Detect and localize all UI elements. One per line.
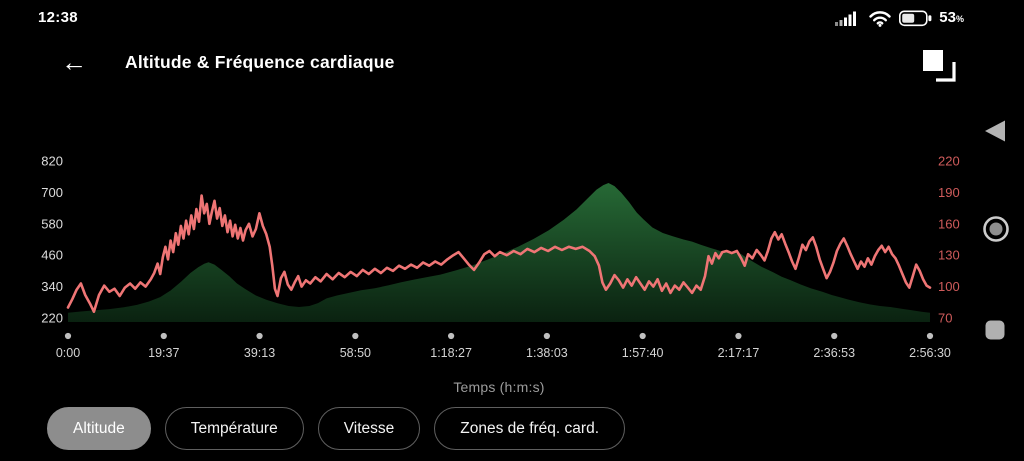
x-tick-label: 39:13 <box>244 346 275 360</box>
x-tick-dot <box>160 332 167 340</box>
left-axis-tick: 340 <box>41 279 63 294</box>
x-tick-label: 1:57:40 <box>622 346 664 360</box>
x-tick-dot <box>926 332 934 340</box>
right-axis-tick: 70 <box>938 311 952 326</box>
hr-zones-button[interactable]: Zones de fréq. card. <box>434 407 625 450</box>
nav-back-icon[interactable] <box>982 119 1008 143</box>
battery-icon <box>899 9 932 26</box>
header: ← Altitude & Fréquence cardiaque <box>0 44 1024 94</box>
x-tick-label: 2:17:17 <box>718 346 760 360</box>
x-tick-dot <box>735 332 742 340</box>
x-tick-dot <box>64 332 72 340</box>
x-tick-dot <box>352 332 359 340</box>
x-tick-dot <box>639 332 646 340</box>
status-bar: 12:38 53% <box>0 0 1024 34</box>
altitude-area-series <box>68 183 930 322</box>
x-tick-label: 0:00 <box>56 346 80 360</box>
left-axis-tick: 820 <box>41 154 63 169</box>
x-tick-dot <box>448 332 455 340</box>
back-arrow-icon[interactable]: ← <box>61 47 87 77</box>
x-tick-dot <box>831 332 838 340</box>
x-tick-label: 1:18:27 <box>430 346 472 360</box>
left-axis-tick: 580 <box>41 216 63 231</box>
x-tick-dot <box>256 332 263 340</box>
speed-button[interactable]: Vitesse <box>317 407 421 450</box>
left-axis-tick: 220 <box>41 311 63 326</box>
left-axis-tick: 700 <box>41 185 63 200</box>
right-axis-tick: 160 <box>938 216 960 231</box>
right-axis-tick: 130 <box>938 248 960 263</box>
x-tick-label: 1:38:03 <box>526 346 568 360</box>
altitude-button[interactable]: Altitude <box>47 407 151 450</box>
left-axis-tick: 460 <box>41 248 63 263</box>
x-tick-label: 2:56:30 <box>909 346 951 360</box>
nav-recents-icon[interactable] <box>985 320 1005 340</box>
right-axis-tick: 100 <box>938 279 960 294</box>
x-axis-title: Temps (h:m:s) <box>453 379 545 395</box>
status-clock: 12:38 <box>38 9 78 26</box>
battery-percent: 53% <box>939 9 964 26</box>
right-axis-tick: 220 <box>938 154 960 169</box>
x-tick-label: 19:37 <box>148 346 179 360</box>
signal-icon <box>835 11 856 26</box>
page-title: Altitude & Fréquence cardiaque <box>125 52 395 72</box>
x-tick-label: 58:50 <box>340 346 371 360</box>
x-tick-dot <box>543 332 550 340</box>
nav-home-icon[interactable] <box>982 215 1010 243</box>
heart-rate-line-series <box>66 194 932 314</box>
wifi-icon <box>869 11 891 27</box>
x-tick-label: 2:36:53 <box>813 346 855 360</box>
floating-window-icon[interactable] <box>922 48 958 84</box>
metric-buttons: Altitude Température Vitesse Zones de fr… <box>47 407 625 450</box>
right-axis-tick: 190 <box>938 185 960 200</box>
temperature-button[interactable]: Température <box>164 407 304 450</box>
